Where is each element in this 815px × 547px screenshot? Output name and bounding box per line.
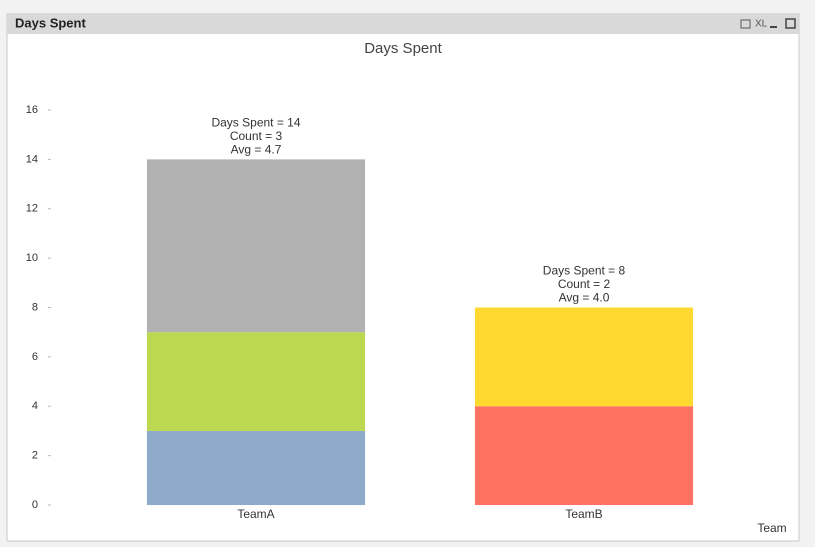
data-label: Count = 2 — [558, 277, 611, 291]
data-label: Days Spent = 8 — [543, 264, 626, 278]
y-tick-label: 16 — [26, 104, 38, 116]
y-tick-label: 8 — [32, 301, 38, 313]
x-tick-label: TeamA — [237, 507, 274, 521]
bar-segment — [146, 332, 366, 431]
y-tick-label: 12 — [26, 203, 38, 215]
y-tick-label: 14 — [26, 153, 38, 165]
x-axis-title: Team — [757, 521, 786, 535]
xl-icon[interactable]: XL — [755, 19, 768, 30]
chart-title: Days Spent — [364, 40, 442, 57]
y-tick-label: 10 — [26, 252, 38, 264]
data-label: Avg = 4.7 — [231, 143, 282, 157]
print-icon[interactable] — [740, 19, 751, 29]
data-label: Count = 3 — [230, 129, 283, 143]
data-label: Avg = 4.0 — [559, 291, 610, 305]
bar-segment — [146, 159, 366, 333]
window-header — [7, 14, 799, 34]
y-tick-label: 4 — [32, 400, 38, 412]
minimize-icon[interactable] — [770, 26, 777, 28]
window-title: Days Spent — [15, 15, 86, 30]
data-label: Days Spent = 14 — [211, 116, 300, 130]
bar-segment — [474, 406, 694, 505]
bar-segment — [146, 430, 366, 505]
maximize-icon[interactable] — [785, 18, 796, 29]
x-tick-label: TeamB — [565, 507, 602, 521]
y-tick-label: 6 — [32, 351, 38, 363]
y-tick-label: 0 — [32, 499, 38, 511]
bar-segment — [474, 307, 694, 407]
y-tick-label: 2 — [32, 450, 38, 462]
